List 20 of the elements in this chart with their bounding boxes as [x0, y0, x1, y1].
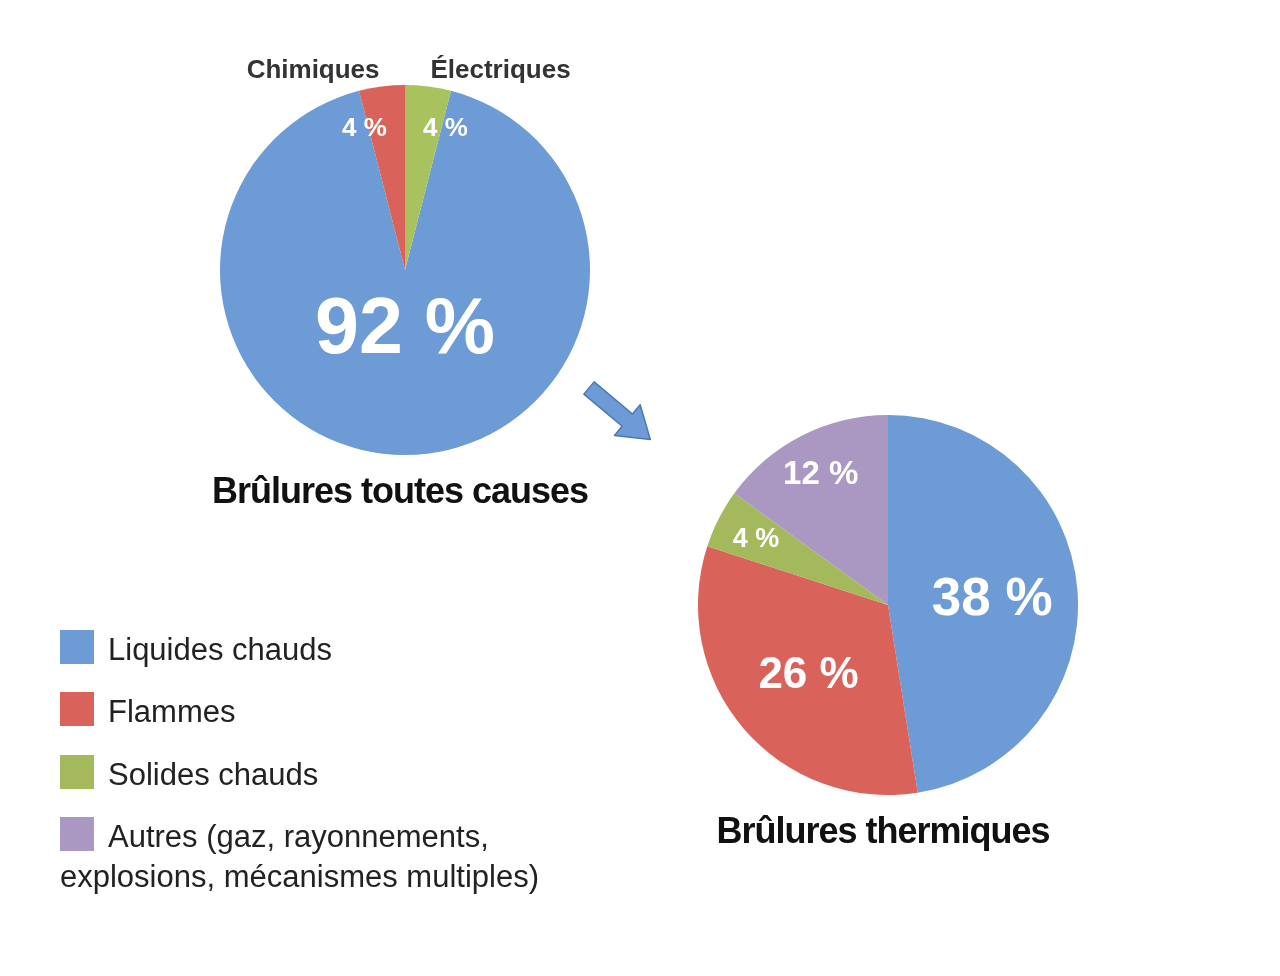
pie-slice — [698, 546, 918, 795]
data-label: 26 % — [758, 648, 859, 698]
data-label: 38 % — [931, 567, 1053, 627]
text: Brûlures thermiques — [715, 810, 1051, 852]
pie-slice — [734, 415, 888, 605]
data-label: 92 % — [314, 281, 496, 370]
legend-label: Solides chauds — [107, 755, 320, 794]
legend-label: Liquides chauds — [107, 631, 334, 669]
data-label: 4 % — [732, 522, 780, 553]
pie-slice — [358, 85, 405, 270]
data-label: 4 % — [423, 111, 468, 142]
pie-slice — [888, 415, 1078, 793]
pie-slice — [220, 90, 590, 455]
pie-slice — [707, 493, 888, 605]
data-label: 12 % — [783, 454, 859, 492]
slice-label: Électriques — [430, 53, 571, 84]
slice-label: Chimiques — [246, 53, 380, 84]
legend-label: Autres (gaz, rayonnements, explosions, mécanismes multiples) — [60, 817, 540, 897]
text: Brûlures toutes causes — [210, 470, 590, 512]
legend-label: Flammes — [107, 693, 237, 732]
